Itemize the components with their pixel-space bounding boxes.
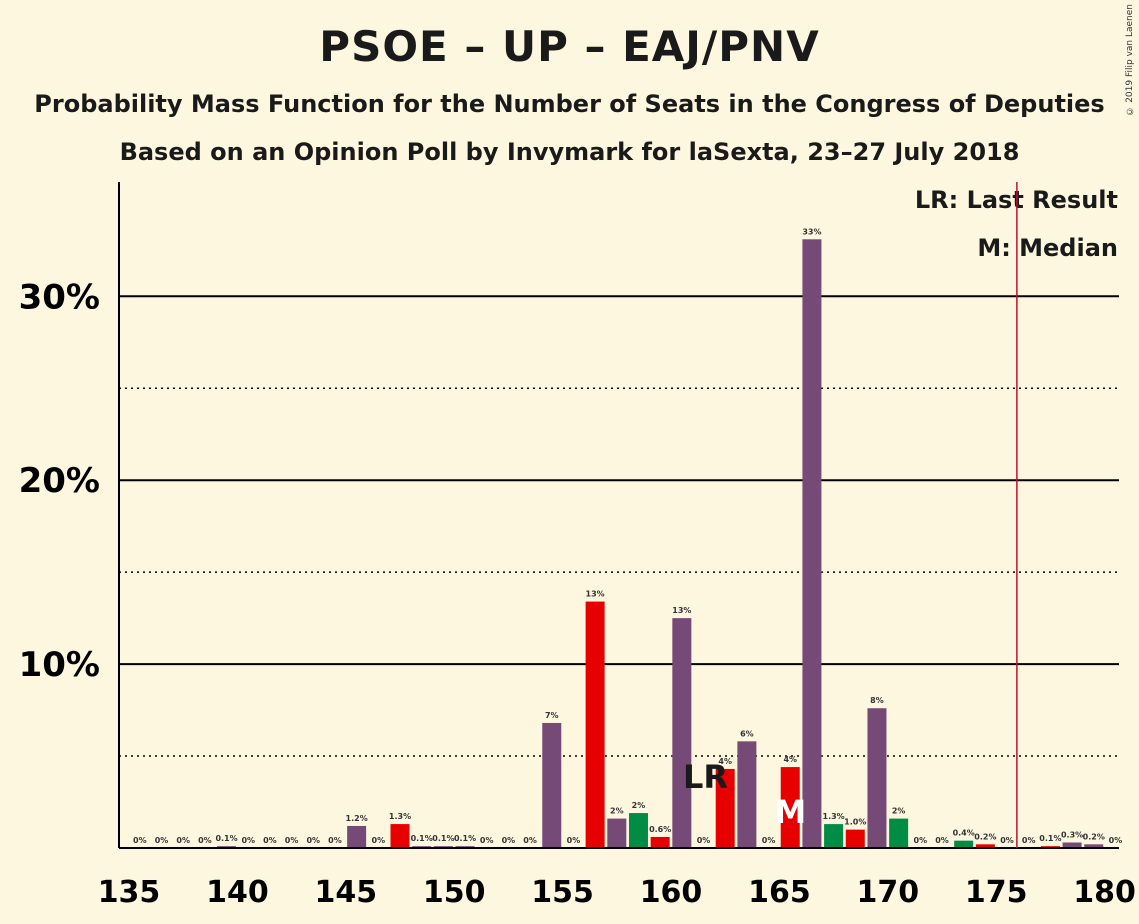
bar-label: 1.0% [844,818,866,827]
bar-label: 0% [133,836,147,845]
bar-label: 0.1% [432,834,454,843]
bar-label: 1.3% [389,812,411,821]
x-tick-label: 175 [965,875,1028,910]
gridlines [119,295,1119,757]
x-tick-label: 150 [423,875,486,910]
legend-median: M: Median [977,234,1118,262]
bar-label: 33% [802,227,821,236]
x-tick-label: 170 [856,875,919,910]
bar-label: 0% [372,836,386,845]
bar-label: 0% [762,836,776,845]
bar-label: 0% [263,836,277,845]
bar-label: 0% [1109,836,1123,845]
bar-label: 0.2% [1083,832,1105,841]
bar-label: 4% [783,755,797,764]
bar-label: 2% [610,807,624,816]
x-tick-label: 145 [314,875,377,910]
bar-label: 0% [198,836,212,845]
x-tick-label: 135 [98,875,161,910]
bar-label: 0% [914,836,928,845]
bar-label: 1.2% [346,814,368,823]
bar-seat-163 [715,768,735,848]
axes: 10% 20% 30% 135 140 145 150 155 160 165 170 175 180 [19,182,1136,910]
y-tick-label: 20% [19,461,100,501]
bar-seat-157 [585,601,605,848]
bar-label: 13% [672,606,691,615]
chart-title: PSOE – UP – EAJ/PNV [319,22,820,71]
bar-label: 7% [545,711,559,720]
bar-label: 0% [306,836,320,845]
x-tick-label: 180 [1073,875,1136,910]
bar-label: 2% [892,807,906,816]
x-tick-label: 165 [748,875,811,910]
bar-label: 0.6% [649,825,671,834]
bar-seat-158 [607,818,627,848]
last-result-marker: LR [683,758,728,796]
bar-seat-155 [542,722,562,848]
bar-seat-148 [390,824,410,848]
x-tick-label: 160 [640,875,703,910]
chart-source: Based on an Opinion Poll by Invymark for… [119,138,1020,166]
bar-label: 2% [632,801,646,810]
bar-label: 6% [740,729,754,738]
median-marker: M [774,793,806,831]
y-tick-label: 30% [19,277,100,317]
bar-label: 13% [586,590,605,599]
bar-label: 1.3% [823,812,845,821]
markers: M LR [683,182,1018,848]
bar-label: 8% [870,696,884,705]
bar-label: 0% [1000,836,1014,845]
x-tick-label: 155 [531,875,594,910]
bar-label: 0.1% [411,834,433,843]
bar-seat-159 [628,813,648,848]
bar-seat-167 [802,239,822,848]
bar-label: 0% [502,836,516,845]
bar-seat-174 [954,840,974,848]
bar-label: 0% [285,836,299,845]
bar-seat-170 [867,708,887,848]
bar-seat-179 [1062,842,1082,848]
bar-seat-146 [347,825,367,848]
bar-series: 0% 0% 0% 0% 0.1% 0% 0% 0% 0% 0%1.2%0%1.3%0.1% 0.1%… [133,227,1122,848]
bar-seat-168 [824,824,844,848]
bar-seat-166 [780,767,800,848]
bar-label: 0.1% [1039,834,1061,843]
bar-label: 0% [241,836,255,845]
x-tick-label: 140 [206,875,269,910]
bar-seat-169 [845,829,865,848]
bar-label: 0.1% [215,834,237,843]
bar-seat-161 [672,618,692,848]
bar-label: 4% [718,757,732,766]
bar-seat-164 [737,741,757,848]
bar-label: 0% [155,836,169,845]
bar-label: 0% [697,836,711,845]
bar-seat-180 [1084,844,1104,848]
bar-seat-175 [975,844,995,848]
y-tick-label: 10% [19,645,100,685]
bar-label: 0.3% [1061,830,1083,839]
bar-label: 0% [176,836,190,845]
bar-label: 0% [328,836,342,845]
bar-label: 0% [1022,836,1036,845]
bar-label: 0% [480,836,494,845]
bar-label: 0% [567,836,581,845]
bar-label: 0.1% [454,834,476,843]
bar-label: 0% [523,836,537,845]
bar-label: 0.2% [974,832,996,841]
bar-label: 0.4% [953,829,975,838]
chart-subtitle: Probability Mass Function for the Number… [34,90,1105,118]
bar-seat-171 [889,818,909,848]
bar-label: 0% [935,836,949,845]
bar-seat-160 [650,836,670,848]
